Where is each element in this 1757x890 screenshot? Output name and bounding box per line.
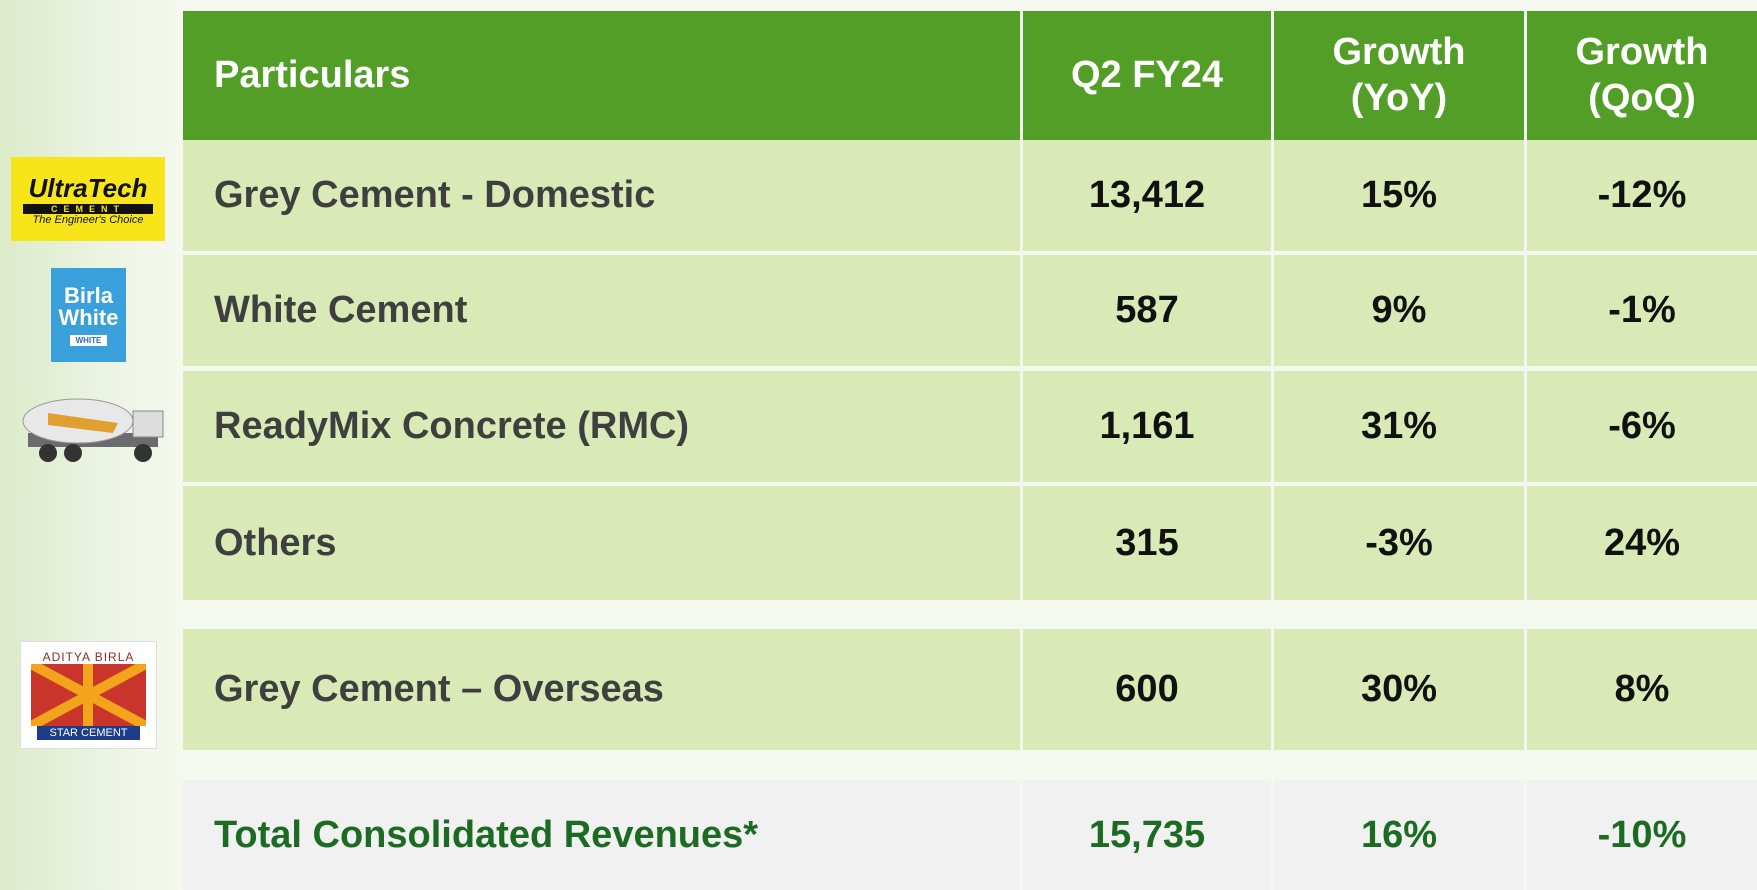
cell-text: -12% [1597,174,1687,216]
body-cell: -12% [1527,140,1757,251]
star-cement-logo: ADITYA BIRLA STAR CEMENT [20,641,157,749]
cell-text: 15,735 [1088,813,1206,856]
cell-text: -6% [1608,405,1676,447]
logo-text: CEMENT [23,203,153,214]
body-cell: 1,161 [1023,371,1271,482]
cell-text: 15% [1360,174,1438,216]
body-cell: 600 [1023,629,1271,750]
cell-text: Total Consolidated Revenues* [214,813,759,856]
cell-text: 587 [1115,289,1179,331]
cell-text: 30% [1360,668,1438,710]
cell-text: 16% [1360,813,1438,856]
body-cell: -3% [1274,486,1524,600]
cell-text: -3% [1365,521,1433,564]
body-cell: Grey Cement – Overseas [183,629,1020,750]
body-cell: 9% [1274,255,1524,366]
ultratech-logo: UltraTech CEMENT The Engineer's Choice [11,157,165,241]
header-cell: Growth (QoQ) [1527,11,1757,140]
body-cell: White Cement [183,255,1020,366]
logo-text: WHITE [69,334,108,346]
body-cell: 587 [1023,255,1271,366]
body-cell: 31% [1274,371,1524,482]
logo-text: Birla White [58,282,119,330]
body-cell: ReadyMix Concrete (RMC) [183,371,1020,482]
header-cell: Growth (YoY) [1274,11,1524,140]
star-mark [31,664,146,726]
logo-text: STAR CEMENT [37,726,140,740]
body-cell: 13,412 [1023,140,1271,251]
cell-text: Q2 FY24 [1070,54,1224,96]
cell-text: Grey Cement – Overseas [214,668,664,710]
cell-text: ReadyMix Concrete (RMC) [214,405,690,447]
cell-text: 9% [1371,289,1427,331]
cell-text: 13,412 [1088,174,1206,216]
body-cell: -1% [1527,255,1757,366]
cell-text: -10% [1597,813,1687,856]
birla-white-logo: Birla White WHITE [51,268,126,362]
header-cell: Q2 FY24 [1023,11,1271,140]
body-cell: Others [183,486,1020,600]
body-cell: 8% [1527,629,1757,750]
body-cell: 24% [1527,486,1757,600]
cell-text: Grey Cement - Domestic [214,174,656,216]
logo-text: UltraTech [28,172,148,203]
truck-icon [22,398,164,462]
cell-text: 600 [1115,668,1179,710]
total-cell: 16% [1274,780,1524,890]
cell-text: 31% [1360,405,1438,447]
cell-text: Growth (QoQ) [1575,30,1709,119]
cell-text: 1,161 [1099,405,1195,447]
cell-text: Growth (YoY) [1332,30,1466,119]
logo-text: ADITYA BIRLA [42,650,135,664]
cell-text: 8% [1614,668,1670,710]
cell-text: 315 [1115,521,1179,564]
body-cell: Grey Cement - Domestic [183,140,1020,251]
total-cell: Total Consolidated Revenues* [183,780,1020,890]
cell-text: 24% [1603,521,1681,564]
cell-text: White Cement [214,289,468,331]
cell-text: Particulars [214,54,411,96]
body-cell: 315 [1023,486,1271,600]
logo-text: The Engineer's Choice [32,213,144,226]
header-cell: Particulars [183,11,1020,140]
body-cell: 30% [1274,629,1524,750]
body-cell: 15% [1274,140,1524,251]
cell-text: Others [214,521,337,564]
body-cell: -6% [1527,371,1757,482]
total-cell: 15,735 [1023,780,1271,890]
total-cell: -10% [1527,780,1757,890]
cell-text: -1% [1608,289,1676,331]
